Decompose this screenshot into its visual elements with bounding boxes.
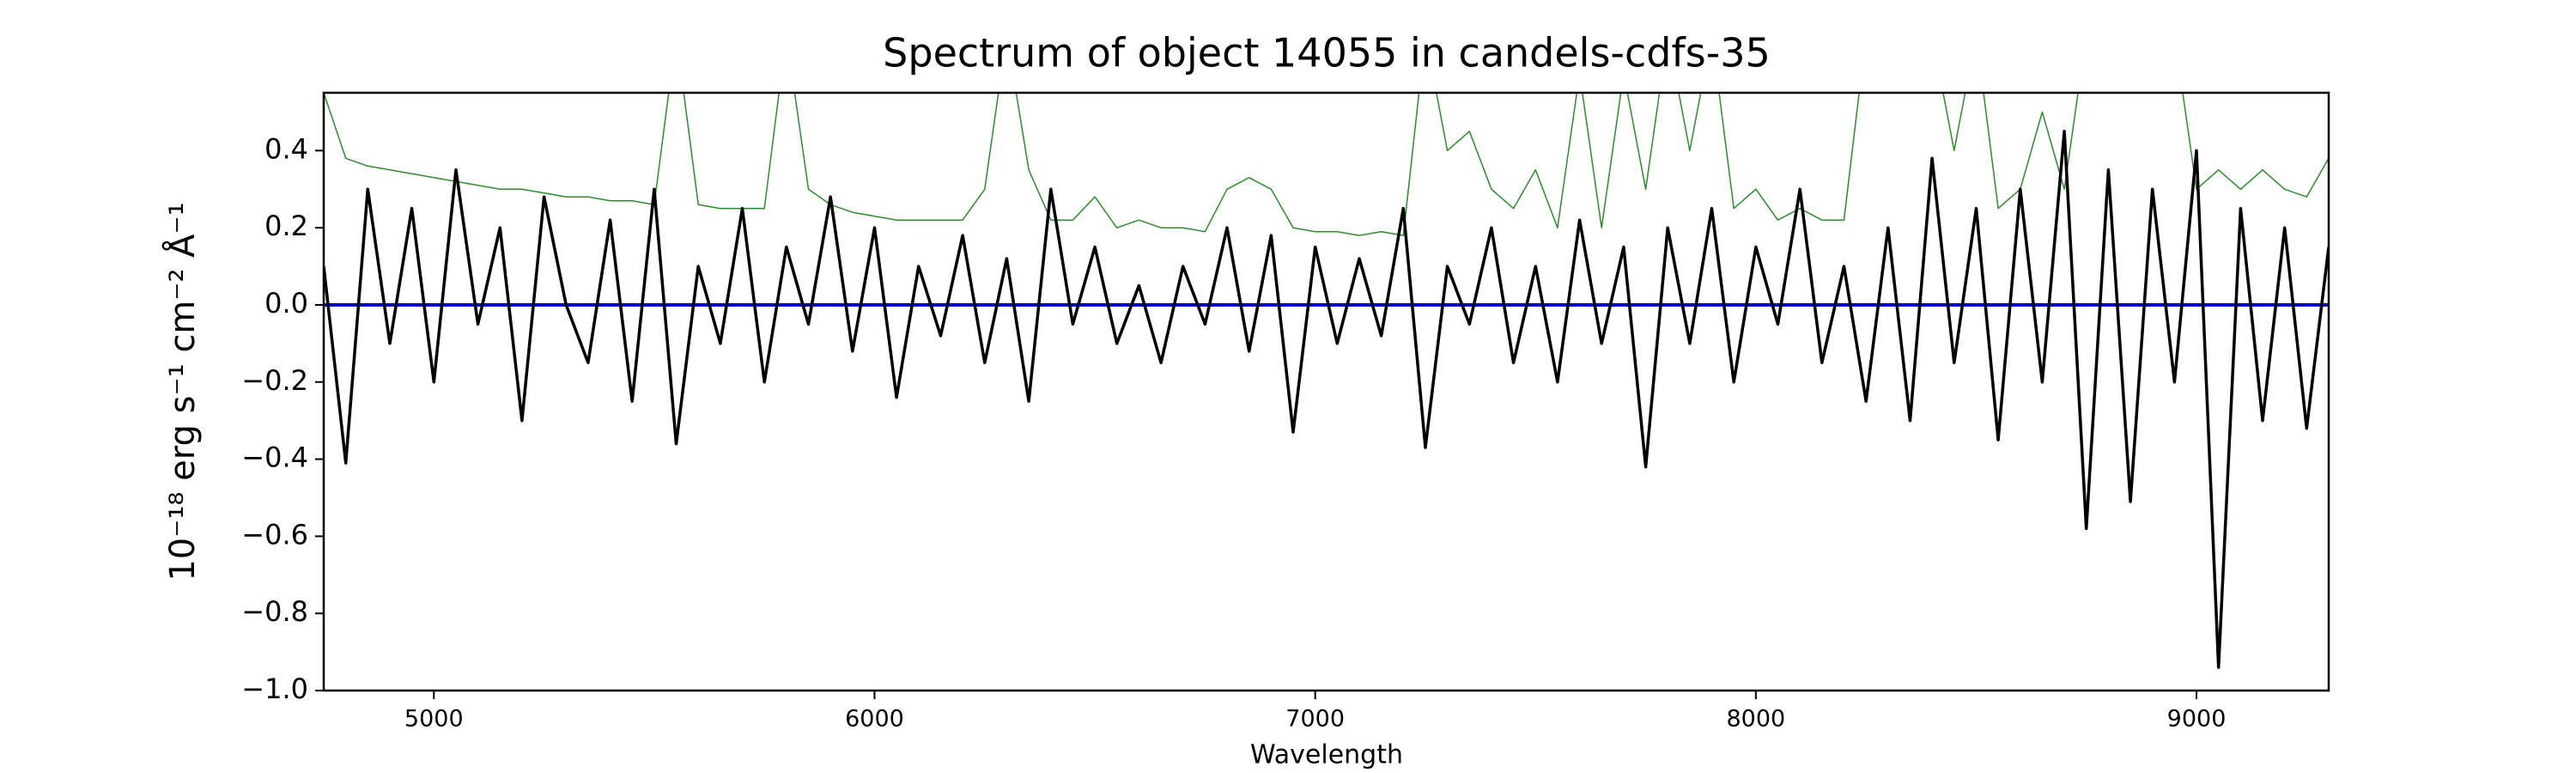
x-tick-label: 7000 [1285, 706, 1345, 733]
x-tick-label: 8000 [1726, 706, 1785, 733]
y-tick-label: −0.8 [241, 595, 308, 628]
y-axis-label: 10⁻¹⁸ erg s⁻¹ cm⁻² Å⁻¹ [161, 202, 203, 581]
x-axis-label: Wavelength [1250, 740, 1403, 770]
plot-area [324, 93, 2329, 669]
y-tick-label: 0.4 [264, 132, 308, 165]
y-tick-label: −0.2 [241, 364, 308, 397]
spectrum-line [324, 93, 2329, 236]
y-tick-label: −0.4 [241, 441, 308, 474]
x-tick-label: 5000 [404, 706, 464, 733]
y-tick-label: 0.2 [264, 210, 308, 242]
y-tick-label: −1.0 [241, 673, 308, 705]
y-tick-label: 0.0 [264, 287, 308, 320]
x-tick-label: 6000 [845, 706, 904, 733]
chart-title: Spectrum of object 14055 in candels-cdfs… [883, 30, 1771, 76]
x-tick-label: 9000 [2167, 706, 2227, 733]
axes-frame [322, 91, 2330, 692]
spectrum-line [324, 130, 2329, 669]
y-tick-label: −0.6 [241, 518, 308, 551]
